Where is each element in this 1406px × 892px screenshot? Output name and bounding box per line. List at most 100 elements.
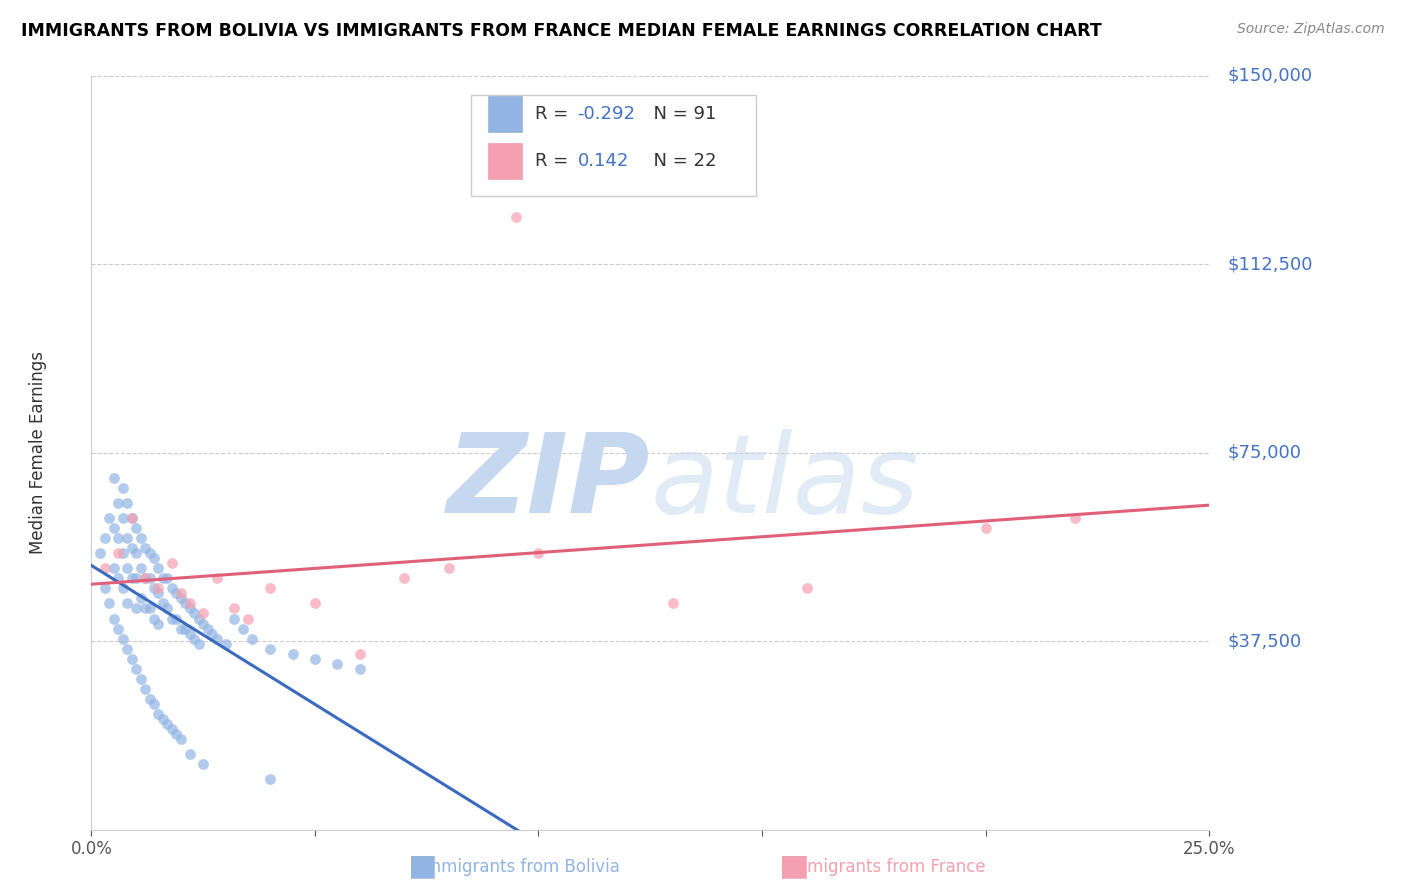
Point: [111, 582, 134, 596]
Point: [125, 546, 148, 560]
Point: [394, 571, 416, 585]
Point: [115, 641, 138, 656]
Text: R =: R =: [536, 152, 579, 169]
Text: 0.142: 0.142: [578, 152, 628, 169]
Point: [103, 611, 125, 625]
Point: [94, 561, 117, 575]
Point: [197, 622, 219, 636]
Point: [160, 582, 183, 596]
Point: [115, 596, 138, 610]
Point: [94, 582, 117, 596]
Text: $112,500: $112,500: [1227, 255, 1313, 273]
Point: [240, 632, 263, 646]
Point: [134, 601, 156, 615]
Point: [326, 657, 349, 671]
Point: [134, 571, 156, 585]
Point: [103, 521, 125, 535]
Point: [115, 561, 138, 575]
Point: [89, 546, 111, 560]
Point: [111, 632, 134, 646]
Point: [129, 561, 152, 575]
Text: Immigrants from France: Immigrants from France: [786, 858, 986, 876]
Point: [143, 697, 166, 711]
Text: $150,000: $150,000: [1227, 67, 1312, 85]
Point: [259, 582, 281, 596]
Point: [165, 586, 187, 600]
Point: [121, 511, 143, 525]
Point: [527, 546, 550, 560]
Point: [165, 611, 187, 625]
Point: [191, 616, 214, 631]
FancyBboxPatch shape: [488, 144, 522, 179]
Point: [165, 727, 187, 741]
Point: [98, 596, 121, 610]
Point: [224, 601, 246, 615]
Point: [143, 551, 166, 566]
Point: [111, 511, 134, 525]
Point: [437, 561, 460, 575]
Point: [179, 626, 201, 640]
Point: [148, 616, 170, 631]
Point: [107, 571, 129, 585]
Point: [107, 496, 129, 510]
Point: [107, 622, 129, 636]
Point: [974, 521, 997, 535]
Point: [103, 471, 125, 485]
Point: [94, 531, 117, 545]
Point: [107, 531, 129, 545]
Point: [224, 611, 246, 625]
Text: $75,000: $75,000: [1227, 443, 1301, 462]
Point: [98, 511, 121, 525]
Point: [187, 637, 209, 651]
Point: [201, 626, 224, 640]
Point: [349, 662, 371, 676]
Text: atlas: atlas: [650, 429, 920, 536]
Point: [281, 647, 304, 661]
Point: [134, 541, 156, 556]
Point: [125, 601, 148, 615]
Point: [349, 647, 371, 661]
Text: ZIP: ZIP: [447, 429, 650, 536]
Text: -0.292: -0.292: [578, 104, 636, 122]
Point: [304, 651, 326, 665]
Text: $37,500: $37,500: [1227, 632, 1302, 650]
Point: [152, 571, 174, 585]
Point: [121, 541, 143, 556]
Point: [125, 662, 148, 676]
Point: [148, 582, 170, 596]
FancyBboxPatch shape: [471, 95, 756, 196]
Point: [138, 601, 160, 615]
Point: [505, 210, 527, 224]
Point: [191, 607, 214, 621]
Point: [160, 722, 183, 736]
Point: [183, 632, 205, 646]
Point: [205, 632, 228, 646]
Point: [160, 611, 183, 625]
Point: [134, 571, 156, 585]
Point: [129, 531, 152, 545]
Point: [170, 586, 193, 600]
Point: [134, 681, 156, 696]
Point: [187, 611, 209, 625]
Point: [129, 672, 152, 686]
Text: N = 91: N = 91: [643, 104, 717, 122]
Point: [156, 601, 179, 615]
Point: [121, 651, 143, 665]
Point: [156, 571, 179, 585]
Point: [107, 546, 129, 560]
Point: [125, 521, 148, 535]
Point: [129, 591, 152, 606]
Point: [148, 586, 170, 600]
Point: [259, 641, 281, 656]
Point: [152, 596, 174, 610]
Point: [148, 561, 170, 575]
Point: [138, 546, 160, 560]
Point: [170, 591, 193, 606]
Point: [236, 611, 259, 625]
Point: [170, 732, 193, 747]
Point: [152, 712, 174, 726]
Point: [156, 717, 179, 731]
Point: [160, 556, 183, 570]
Point: [205, 571, 228, 585]
Point: [170, 622, 193, 636]
